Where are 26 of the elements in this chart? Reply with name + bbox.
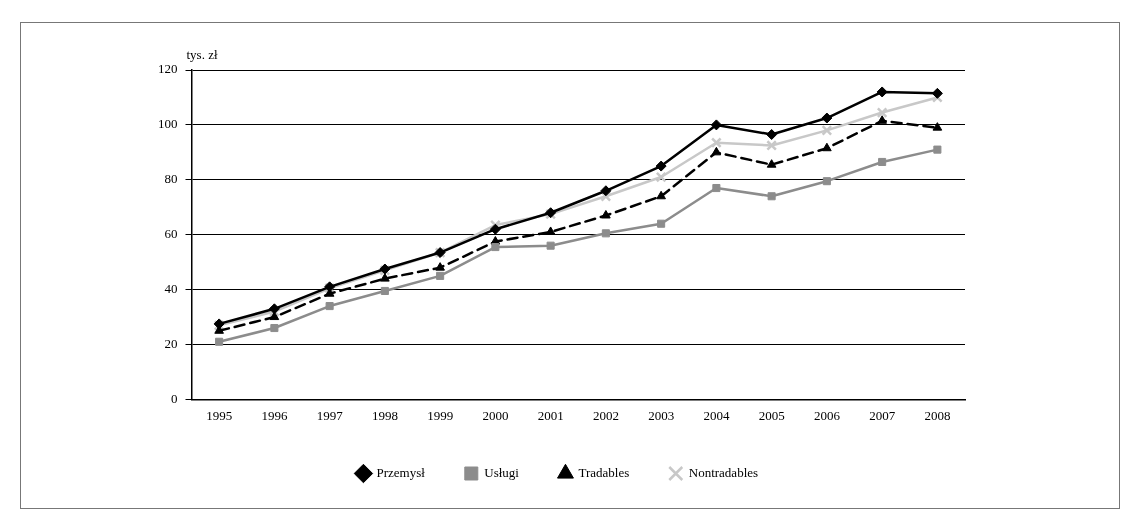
x-tick-label: 2004 <box>703 407 730 423</box>
x-tick-label: 2000 <box>482 407 509 423</box>
legend-label: Nontradables <box>688 464 759 480</box>
y-tick-label: 40 <box>164 281 178 297</box>
y-tick-label: 80 <box>164 171 178 187</box>
y-tick-label: 20 <box>164 335 178 351</box>
y-axis-title: tys. zł <box>186 46 218 62</box>
y-tick-label: 100 <box>158 116 178 132</box>
y-tick-label: 60 <box>164 226 178 242</box>
legend-label: Przemysł <box>376 464 426 480</box>
x-tick-label: 2002 <box>592 407 619 423</box>
x-tick-label: 2003 <box>648 407 675 423</box>
x-tick-label: 2001 <box>537 407 564 423</box>
x-tick-label: 2005 <box>758 407 785 423</box>
x-tick-label: 2008 <box>924 407 951 423</box>
y-tick-label: 120 <box>158 61 178 77</box>
x-tick-label: 1998 <box>371 407 398 423</box>
x-tick-label: 2007 <box>869 407 896 423</box>
x-tick-label: 1999 <box>427 407 454 423</box>
x-tick-label: 1996 <box>261 407 288 423</box>
x-tick-label: 1995 <box>206 407 233 423</box>
legend-label: Tradables <box>578 464 630 480</box>
y-tick-label: 0 <box>171 390 178 406</box>
x-tick-label: 2006 <box>813 407 841 423</box>
legend-label: Usługi <box>484 464 520 480</box>
x-tick-label: 1997 <box>316 407 344 423</box>
